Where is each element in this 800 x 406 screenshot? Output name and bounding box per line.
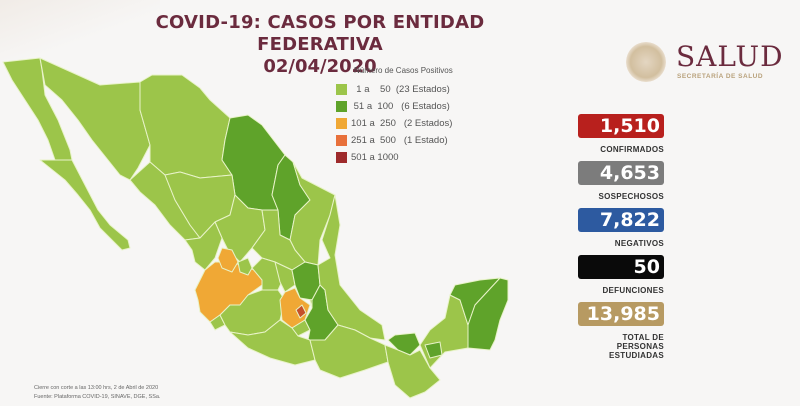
- footer-notes: Cierre con corte a las 13:00 hrs, 2 de A…: [34, 384, 160, 402]
- background-decoration: [0, 0, 160, 60]
- negative-label: NEGATIVOS: [614, 239, 664, 248]
- state-cdmx: [295, 304, 307, 319]
- state-baja-california-sur: [39, 159, 131, 251]
- legend-item: 101 a 250 (2 Estados): [336, 115, 496, 132]
- footer-source: Fuente: Plataforma COVID-19, SINAVE, DGE…: [34, 394, 161, 400]
- legend-swatch-101-250: [336, 118, 347, 129]
- state-campeche-east: [424, 341, 443, 359]
- legend-swatch-251-500: [336, 135, 347, 146]
- deaths-count: 50: [578, 255, 664, 279]
- confirmed-count: 1,510: [578, 114, 664, 138]
- suspected-label: SOSPECHOSOS: [598, 192, 664, 201]
- state-nayarit: [184, 221, 223, 271]
- legend-title: Número de Casos Positivos: [354, 66, 453, 75]
- logo-name: SALUD: [676, 40, 784, 73]
- confirmed-label: CONFIRMADOS: [600, 145, 664, 154]
- state-mexico: [279, 287, 311, 329]
- title-date: 02/04/2020: [263, 56, 377, 77]
- legend-swatch-1-50: [336, 84, 347, 95]
- legend: Número de Casos Positivos 1 a 50 (23 Est…: [336, 66, 496, 166]
- negative-count: 7,822: [578, 208, 664, 232]
- total-studied-label-line: PERSONAS: [616, 342, 664, 351]
- legend-swatch-501-1000: [336, 152, 347, 163]
- legend-label: 251 a 500 (1 Estado): [351, 135, 448, 146]
- title-text: COVID-19: CASOS POR ENTIDAD FEDERATIVA: [155, 12, 485, 55]
- state-chiapas: [384, 344, 441, 399]
- state-guerrero: [229, 319, 316, 366]
- legend-item: 251 a 500 (1 Estado): [336, 132, 496, 149]
- legend-label: 1 a 50 (23 Estados): [351, 84, 450, 95]
- total-studied-label: TOTAL DE PERSONAS ESTUDIADAS: [578, 333, 664, 360]
- state-quintana-roo: [467, 277, 509, 351]
- legend-item: 1 a 50 (23 Estados): [336, 81, 496, 98]
- deaths-label: DEFUNCIONES: [602, 286, 664, 295]
- logo-subtitle: SECRETARÍA DE SALUD: [677, 73, 764, 80]
- legend-item: 501 a 1000: [336, 149, 496, 166]
- salud-logo: SALUD SECRETARÍA DE SALUD: [624, 40, 794, 90]
- legend-item: 51 a 100 (6 Estados): [336, 98, 496, 115]
- footer-cutoff: Cierre con corte a las 13:00 hrs, 2 de A…: [34, 385, 159, 391]
- state-veracruz: [317, 194, 386, 341]
- total-studied-count: 13,985: [578, 302, 664, 326]
- state-queretaro: [274, 261, 296, 293]
- total-studied-label-line: TOTAL DE: [622, 333, 664, 342]
- state-chihuahua: [139, 74, 233, 179]
- legend-label: 51 a 100 (6 Estados): [351, 101, 450, 112]
- legend-swatch-51-100: [336, 101, 347, 112]
- coat-of-arms-seal-icon: [626, 42, 666, 82]
- legend-label: 501 a 1000: [351, 152, 399, 163]
- stats-panel: 1,510 CONFIRMADOS 4,653 SOSPECHOSOS 7,82…: [578, 114, 668, 367]
- total-studied-label-line: ESTUDIADAS: [608, 351, 664, 360]
- suspected-count: 4,653: [578, 161, 664, 185]
- state-aguascalientes: [237, 257, 253, 276]
- legend-label: 101 a 250 (2 Estados): [351, 118, 453, 129]
- page-title: COVID-19: CASOS POR ENTIDAD FEDERATIVA 0…: [100, 12, 540, 78]
- state-campeche: [419, 294, 469, 369]
